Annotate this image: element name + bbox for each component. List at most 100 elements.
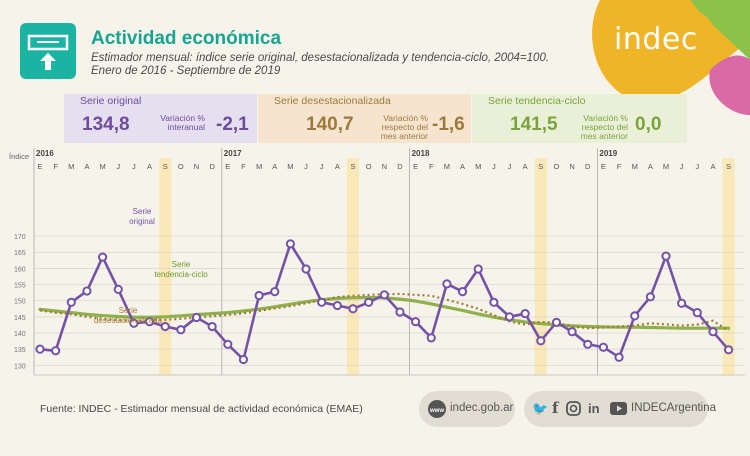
month-label: M — [287, 162, 293, 171]
data-point-original — [426, 333, 436, 343]
year-label: 2016 — [36, 149, 54, 158]
month-label: F — [429, 162, 434, 171]
data-point-original — [614, 352, 624, 362]
data-point-original — [35, 344, 45, 354]
stat-change-value: -1,6 — [432, 114, 465, 135]
stat-label: Serie original — [64, 94, 257, 108]
y-tick-label: 130 — [14, 363, 26, 370]
data-point-original — [677, 298, 687, 308]
trade-box-arrow-icon — [20, 23, 76, 79]
website-link[interactable]: www indec.gob.ar — [419, 391, 515, 427]
series-label-deseasonalized: desestacionalizada — [94, 316, 163, 325]
month-label: M — [99, 162, 105, 171]
series-label-trend: tendencia-ciclo — [154, 270, 208, 279]
data-point-original — [176, 325, 186, 335]
series-label-deseasonalized: Serie — [119, 306, 138, 315]
month-label: S — [538, 162, 543, 171]
month-label: E — [37, 162, 42, 171]
month-label: S — [350, 162, 355, 171]
data-point-original — [82, 286, 92, 296]
data-point-original — [364, 297, 374, 307]
youtube-icon[interactable] — [610, 402, 627, 415]
y-tick-label: 150 — [14, 299, 26, 306]
data-point-original — [113, 284, 123, 294]
highlight-band — [534, 158, 547, 375]
social-handle: INDECArgentina — [631, 402, 717, 414]
data-point-original — [207, 321, 217, 332]
data-point-original — [129, 318, 139, 328]
stat-change-label: Variación % respecto del mes anterior — [380, 113, 428, 141]
month-label: J — [320, 162, 324, 171]
data-point-original — [489, 297, 499, 307]
linkedin-icon[interactable]: in — [588, 401, 600, 416]
data-point-original — [144, 317, 155, 327]
data-point-original — [473, 264, 483, 274]
facebook-icon[interactable]: f — [552, 399, 559, 417]
instagram-icon[interactable] — [566, 401, 581, 416]
y-axis-label: Índice — [9, 152, 29, 161]
y-tick-label: 170 — [14, 234, 26, 241]
data-point-original — [98, 252, 108, 262]
data-point-original — [504, 312, 515, 322]
data-point-original — [708, 327, 718, 337]
stat-change-value: 0,0 — [635, 114, 662, 135]
month-label: A — [648, 162, 653, 171]
month-label: S — [163, 162, 168, 171]
y-tick-label: 140 — [14, 331, 26, 338]
month-label: S — [726, 162, 731, 171]
month-label: O — [554, 162, 560, 171]
month-label: N — [569, 162, 574, 171]
source-note: Fuente: INDEC - Estimador mensual de act… — [40, 403, 363, 415]
month-label: A — [523, 162, 528, 171]
stat-value: 141,5 — [510, 114, 558, 135]
month-label: D — [397, 162, 403, 171]
data-point-original — [223, 339, 233, 349]
month-label: F — [53, 162, 58, 171]
data-point-original — [66, 297, 76, 307]
data-point-original — [520, 309, 530, 319]
period-label: Enero de 2016 - Septiembre de 2019 — [91, 65, 281, 77]
data-point-original — [536, 336, 546, 346]
month-label: M — [68, 162, 74, 171]
series-label-trend: Serie — [172, 260, 191, 269]
data-point-original — [583, 339, 593, 349]
month-label: A — [335, 162, 340, 171]
data-point-original — [238, 354, 249, 365]
stat-value: 140,7 — [306, 114, 354, 135]
www-icon: www — [428, 400, 446, 418]
data-point-original — [270, 287, 280, 297]
month-label: O — [366, 162, 372, 171]
data-point-original — [551, 317, 562, 327]
data-point-original — [442, 279, 452, 289]
data-point-original — [51, 346, 61, 356]
month-label: J — [116, 162, 120, 171]
month-label: D — [209, 162, 215, 171]
data-point-original — [301, 264, 311, 274]
month-label: D — [585, 162, 591, 171]
year-label: 2019 — [599, 149, 617, 158]
month-label: M — [632, 162, 638, 171]
month-label: A — [710, 162, 715, 171]
month-label: J — [680, 162, 684, 171]
y-tick-label: 160 — [14, 266, 26, 273]
stat-panel-deseasonalized: Serie desestacionalizada 140,7 Variación… — [258, 94, 471, 143]
page-title: Actividad económica — [91, 28, 282, 49]
month-label: A — [147, 162, 152, 171]
twitter-icon[interactable]: 🐦 — [532, 401, 549, 416]
data-point-original — [285, 239, 295, 249]
data-point-original — [254, 290, 264, 301]
year-label: 2018 — [412, 149, 430, 158]
data-point-original — [379, 290, 389, 300]
stat-value: 134,8 — [82, 114, 130, 135]
series-label-original: original — [129, 217, 155, 226]
stat-change-label: Variación % interanual — [160, 113, 205, 132]
month-label: N — [194, 162, 199, 171]
month-label: M — [475, 162, 481, 171]
month-label: E — [413, 162, 418, 171]
highlight-band — [722, 158, 735, 375]
data-point-original — [598, 342, 609, 352]
highlight-band — [159, 158, 172, 375]
data-point-original — [724, 345, 734, 355]
month-label: E — [225, 162, 230, 171]
month-label: O — [178, 162, 184, 171]
